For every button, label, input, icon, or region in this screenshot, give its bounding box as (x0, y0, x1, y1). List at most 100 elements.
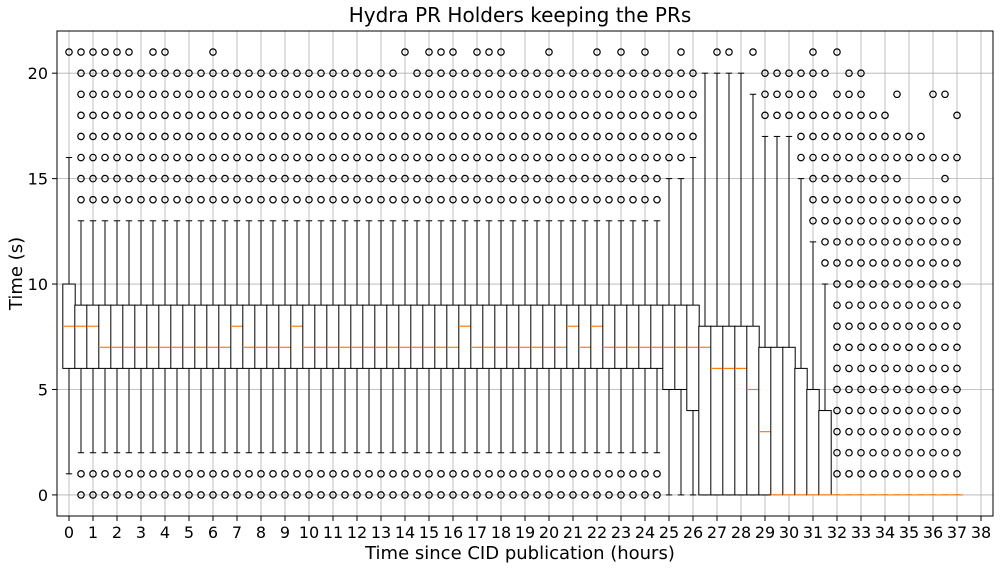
outlier-point (173, 491, 181, 499)
box (614, 304, 628, 369)
outlier-point (449, 153, 457, 162)
outlier-point (317, 470, 325, 478)
outlier-point (149, 69, 157, 77)
outlier-point (545, 491, 553, 499)
outlier-point (893, 470, 901, 478)
outlier-point (941, 406, 949, 415)
x-tick-label: 20 (539, 523, 559, 542)
box (206, 304, 220, 369)
box-group (398, 48, 412, 499)
outlier-point (557, 132, 565, 141)
outlier-point (461, 69, 469, 77)
outlier-point (653, 90, 661, 99)
outlier-point (113, 153, 121, 162)
outlier-point (125, 470, 133, 478)
outlier-point (605, 153, 613, 162)
outlier-point (125, 174, 133, 183)
outlier-point (113, 174, 121, 183)
outlier-point (173, 69, 181, 77)
outlier-point (497, 195, 505, 204)
box-group (362, 69, 376, 499)
box-group (710, 48, 724, 496)
outlier-point (377, 491, 385, 499)
outlier-point (461, 491, 469, 499)
outlier-point (689, 111, 697, 120)
outlier-point (533, 132, 541, 141)
outlier-point (581, 69, 589, 77)
outlier-point (353, 132, 361, 141)
box (746, 325, 760, 496)
box (302, 304, 316, 369)
outlier-point (941, 216, 949, 225)
outlier-point (89, 90, 97, 99)
outlier-point (233, 470, 241, 478)
x-tick-label: 17 (467, 523, 487, 542)
outlier-point (545, 195, 553, 204)
outlier-point (521, 90, 529, 99)
outlier-point (125, 48, 133, 56)
outlier-point (905, 470, 913, 478)
outlier-point (845, 216, 853, 225)
outlier-point (89, 132, 97, 141)
outlier-point (857, 427, 865, 436)
outlier-point (869, 427, 877, 436)
outlier-point (197, 174, 205, 183)
y-tick-label: 20 (28, 64, 48, 83)
outlier-point (857, 195, 865, 204)
outlier-point (401, 48, 409, 56)
outlier-point (953, 322, 961, 331)
outlier-point (485, 48, 493, 56)
outlier-point (893, 364, 901, 373)
outlier-point (869, 406, 877, 415)
outlier-point (941, 364, 949, 373)
outlier-point (857, 132, 865, 141)
box-group (950, 111, 964, 496)
box-group (614, 48, 628, 499)
outlier-point (509, 470, 517, 478)
outlier-point (509, 153, 517, 162)
box (590, 304, 604, 369)
x-tick-label: 23 (611, 523, 631, 542)
outlier-point (665, 153, 673, 162)
outlier-point (425, 491, 433, 499)
outlier-point (857, 259, 865, 267)
x-tick-label: 16 (443, 523, 463, 542)
outlier-point (905, 322, 913, 331)
x-tick-label: 25 (659, 523, 679, 542)
box (566, 304, 580, 369)
outlier-point (557, 491, 565, 499)
outlier-point (941, 301, 949, 309)
outlier-point (221, 69, 229, 77)
outlier-point (881, 111, 889, 120)
outlier-point (137, 195, 145, 204)
outlier-point (113, 195, 121, 204)
outlier-point (617, 195, 625, 204)
box-group (674, 48, 688, 496)
outlier-point (497, 491, 505, 499)
outlier-point (353, 195, 361, 204)
outlier-point (89, 48, 97, 56)
outlier-point (209, 69, 217, 77)
outlier-point (833, 406, 841, 415)
outlier-point (833, 470, 841, 478)
outlier-point (209, 153, 217, 162)
outlier-point (125, 153, 133, 162)
outlier-point (461, 195, 469, 204)
outlier-point (89, 174, 97, 183)
outlier-point (677, 153, 685, 162)
outlier-point (917, 322, 925, 331)
x-tick-label: 37 (947, 523, 967, 542)
box (530, 304, 544, 369)
outlier-point (209, 174, 217, 183)
outlier-point (953, 280, 961, 288)
outlier-point (269, 132, 277, 141)
outlier-point (293, 174, 301, 183)
outlier-point (533, 153, 541, 162)
outlier-point (77, 195, 85, 204)
outlier-point (593, 195, 601, 204)
outlier-point (473, 132, 481, 141)
outlier-point (761, 90, 769, 99)
outlier-point (653, 153, 661, 162)
outlier-point (449, 174, 457, 183)
outlier-point (821, 174, 829, 183)
